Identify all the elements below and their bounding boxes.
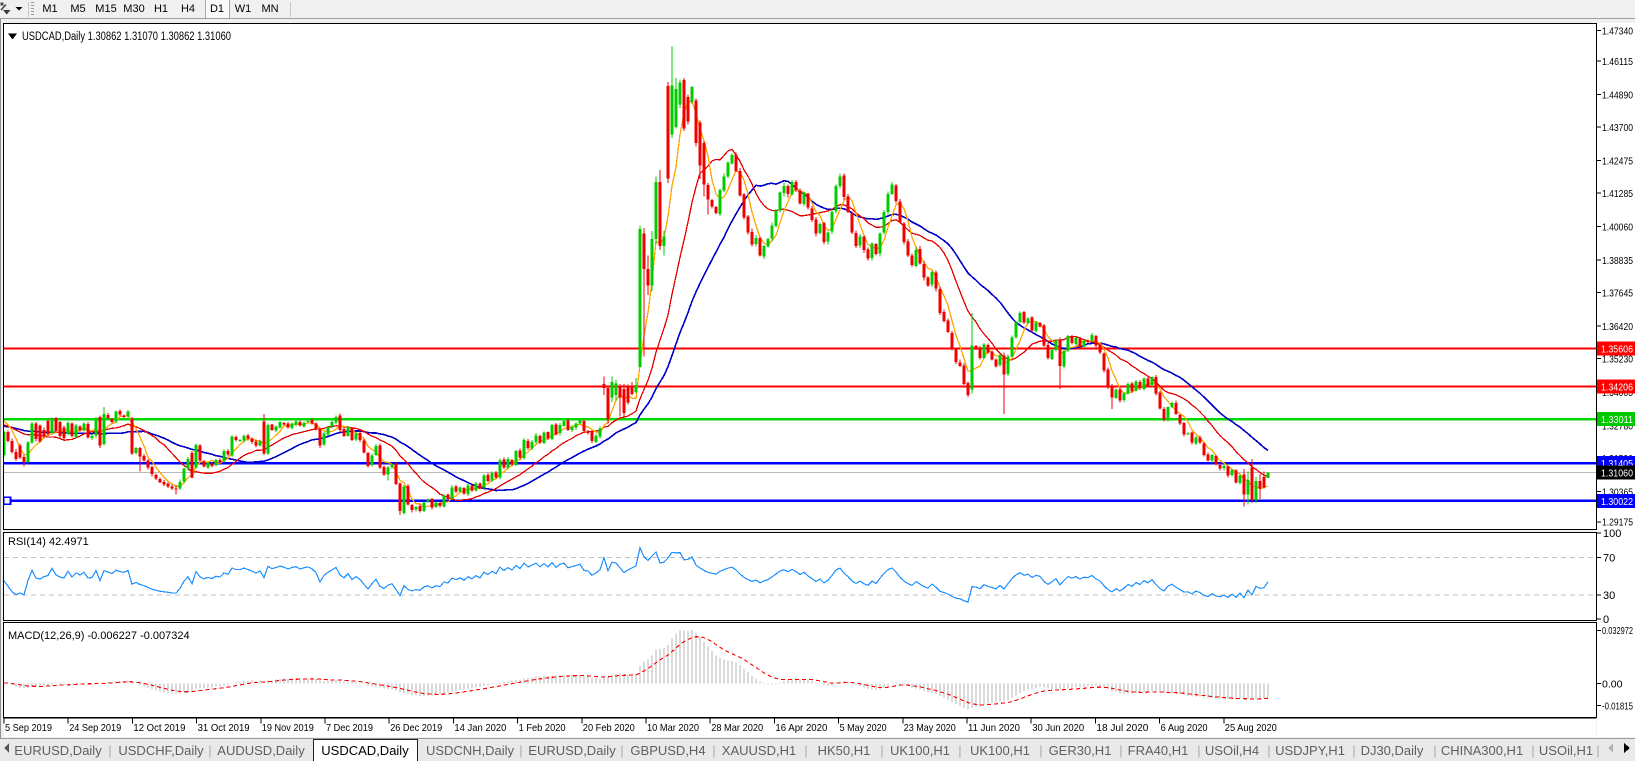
svg-text:18 Jul 2020: 18 Jul 2020 bbox=[1096, 722, 1148, 734]
svg-text:11 Jun 2020: 11 Jun 2020 bbox=[968, 722, 1020, 734]
svg-text:24 Sep 2019: 24 Sep 2019 bbox=[69, 722, 121, 734]
svg-text:1.44890: 1.44890 bbox=[1602, 89, 1633, 101]
svg-text:0.00: 0.00 bbox=[1602, 679, 1623, 691]
svg-text:|: | bbox=[958, 743, 961, 758]
svg-text:USDCHF,Daily: USDCHF,Daily bbox=[118, 743, 204, 758]
svg-text:GER30,H1: GER30,H1 bbox=[1049, 743, 1112, 758]
svg-text:|: | bbox=[208, 743, 211, 758]
svg-text:1 Feb 2020: 1 Feb 2020 bbox=[519, 722, 566, 734]
svg-text:EURUSD,Daily: EURUSD,Daily bbox=[528, 743, 616, 758]
svg-text:1.47340: 1.47340 bbox=[1602, 26, 1633, 38]
svg-text:|: | bbox=[1267, 743, 1270, 758]
svg-text:1.30022: 1.30022 bbox=[1601, 496, 1633, 508]
svg-text:-0.01815: -0.01815 bbox=[1602, 700, 1633, 712]
svg-text:|: | bbox=[519, 743, 522, 758]
svg-text:1.37645: 1.37645 bbox=[1602, 287, 1633, 299]
svg-text:1.34206: 1.34206 bbox=[1601, 382, 1633, 394]
svg-text:14 Jan 2020: 14 Jan 2020 bbox=[454, 722, 506, 734]
svg-text:28 Mar 2020: 28 Mar 2020 bbox=[711, 722, 763, 734]
svg-text:UK100,H1: UK100,H1 bbox=[890, 743, 950, 758]
svg-text:1.35230: 1.35230 bbox=[1602, 353, 1633, 365]
svg-text:USDCAD,Daily: USDCAD,Daily bbox=[321, 743, 409, 758]
svg-text:1.36420: 1.36420 bbox=[1602, 321, 1633, 333]
svg-text:10 Mar 2020: 10 Mar 2020 bbox=[647, 722, 699, 734]
svg-text:1.42475: 1.42475 bbox=[1602, 155, 1633, 167]
svg-text:MACD(12,26,9) -0.006227 -0.007: MACD(12,26,9) -0.006227 -0.007324 bbox=[8, 630, 190, 642]
svg-text:USOil,H4: USOil,H4 bbox=[1205, 743, 1259, 758]
svg-text:1.29175: 1.29175 bbox=[1602, 517, 1633, 529]
svg-text:EURUSD,Daily: EURUSD,Daily bbox=[14, 743, 102, 758]
svg-text:70: 70 bbox=[1603, 553, 1615, 565]
svg-text:0.032972: 0.032972 bbox=[1602, 625, 1633, 637]
svg-text:1.35606: 1.35606 bbox=[1601, 343, 1633, 355]
svg-text:19 Nov 2019: 19 Nov 2019 bbox=[262, 722, 314, 734]
svg-text:AUDUSD,Daily: AUDUSD,Daily bbox=[217, 743, 305, 758]
svg-text:XAUUSD,H1: XAUUSD,H1 bbox=[722, 743, 796, 758]
svg-text:RSI(14) 42.4971: RSI(14) 42.4971 bbox=[8, 536, 89, 548]
svg-text:0: 0 bbox=[1603, 614, 1609, 626]
svg-text:|: | bbox=[1119, 743, 1122, 758]
svg-text:30: 30 bbox=[1603, 590, 1615, 602]
svg-text:USDCAD,Daily 1.30862 1.31070: USDCAD,Daily 1.30862 1.31070 1.30862 1.3… bbox=[22, 31, 231, 43]
svg-text:1.40060: 1.40060 bbox=[1602, 221, 1633, 233]
svg-text:30 Jun 2020: 30 Jun 2020 bbox=[1032, 722, 1084, 734]
svg-text:|: | bbox=[1433, 743, 1436, 758]
svg-text:12 Oct 2019: 12 Oct 2019 bbox=[133, 722, 185, 734]
svg-text:USDCNH,Daily: USDCNH,Daily bbox=[426, 743, 515, 758]
svg-text:20 Feb 2020: 20 Feb 2020 bbox=[583, 722, 635, 734]
svg-text:UK100,H1: UK100,H1 bbox=[970, 743, 1030, 758]
svg-text:HK50,H1: HK50,H1 bbox=[818, 743, 871, 758]
svg-text:16 Apr 2020: 16 Apr 2020 bbox=[775, 722, 827, 734]
svg-text:|: | bbox=[880, 743, 883, 758]
svg-text:USDJPY,H1: USDJPY,H1 bbox=[1275, 743, 1345, 758]
svg-text:USOil,H1: USOil,H1 bbox=[1539, 743, 1593, 758]
svg-text:5 Sep 2019: 5 Sep 2019 bbox=[5, 722, 52, 734]
svg-text:1.43700: 1.43700 bbox=[1602, 122, 1633, 134]
svg-text:6 Aug 2020: 6 Aug 2020 bbox=[1161, 722, 1208, 734]
svg-text:|: | bbox=[1197, 743, 1200, 758]
svg-text:1.33011: 1.33011 bbox=[1601, 414, 1633, 426]
svg-text:1.46115: 1.46115 bbox=[1602, 56, 1633, 68]
svg-text:GBPUSD,H4: GBPUSD,H4 bbox=[630, 743, 705, 758]
svg-text:7 Dec 2019: 7 Dec 2019 bbox=[326, 722, 373, 734]
svg-text:5 May 2020: 5 May 2020 bbox=[840, 722, 887, 734]
svg-text:|: | bbox=[712, 743, 715, 758]
svg-text:|: | bbox=[620, 743, 623, 758]
svg-text:DJ30,Daily: DJ30,Daily bbox=[1361, 743, 1424, 758]
svg-text:1.38835: 1.38835 bbox=[1602, 255, 1633, 267]
svg-text:26 Dec 2019: 26 Dec 2019 bbox=[390, 722, 442, 734]
svg-text:FRA40,H1: FRA40,H1 bbox=[1128, 743, 1189, 758]
svg-text:|: | bbox=[1039, 743, 1042, 758]
svg-text:100: 100 bbox=[1603, 528, 1621, 540]
svg-text:|: | bbox=[108, 743, 111, 758]
svg-text:|: | bbox=[1596, 743, 1599, 758]
svg-text:CHINA300,H1: CHINA300,H1 bbox=[1441, 743, 1523, 758]
svg-text:25 Aug 2020: 25 Aug 2020 bbox=[1225, 722, 1277, 734]
svg-text:23 May 2020: 23 May 2020 bbox=[904, 722, 956, 734]
svg-text:1.41285: 1.41285 bbox=[1602, 188, 1633, 200]
svg-text:|: | bbox=[1531, 743, 1534, 758]
svg-text:|: | bbox=[1352, 743, 1355, 758]
svg-text:|: | bbox=[804, 743, 807, 758]
svg-text:31 Oct 2019: 31 Oct 2019 bbox=[198, 722, 250, 734]
svg-text:1.31060: 1.31060 bbox=[1601, 468, 1633, 480]
